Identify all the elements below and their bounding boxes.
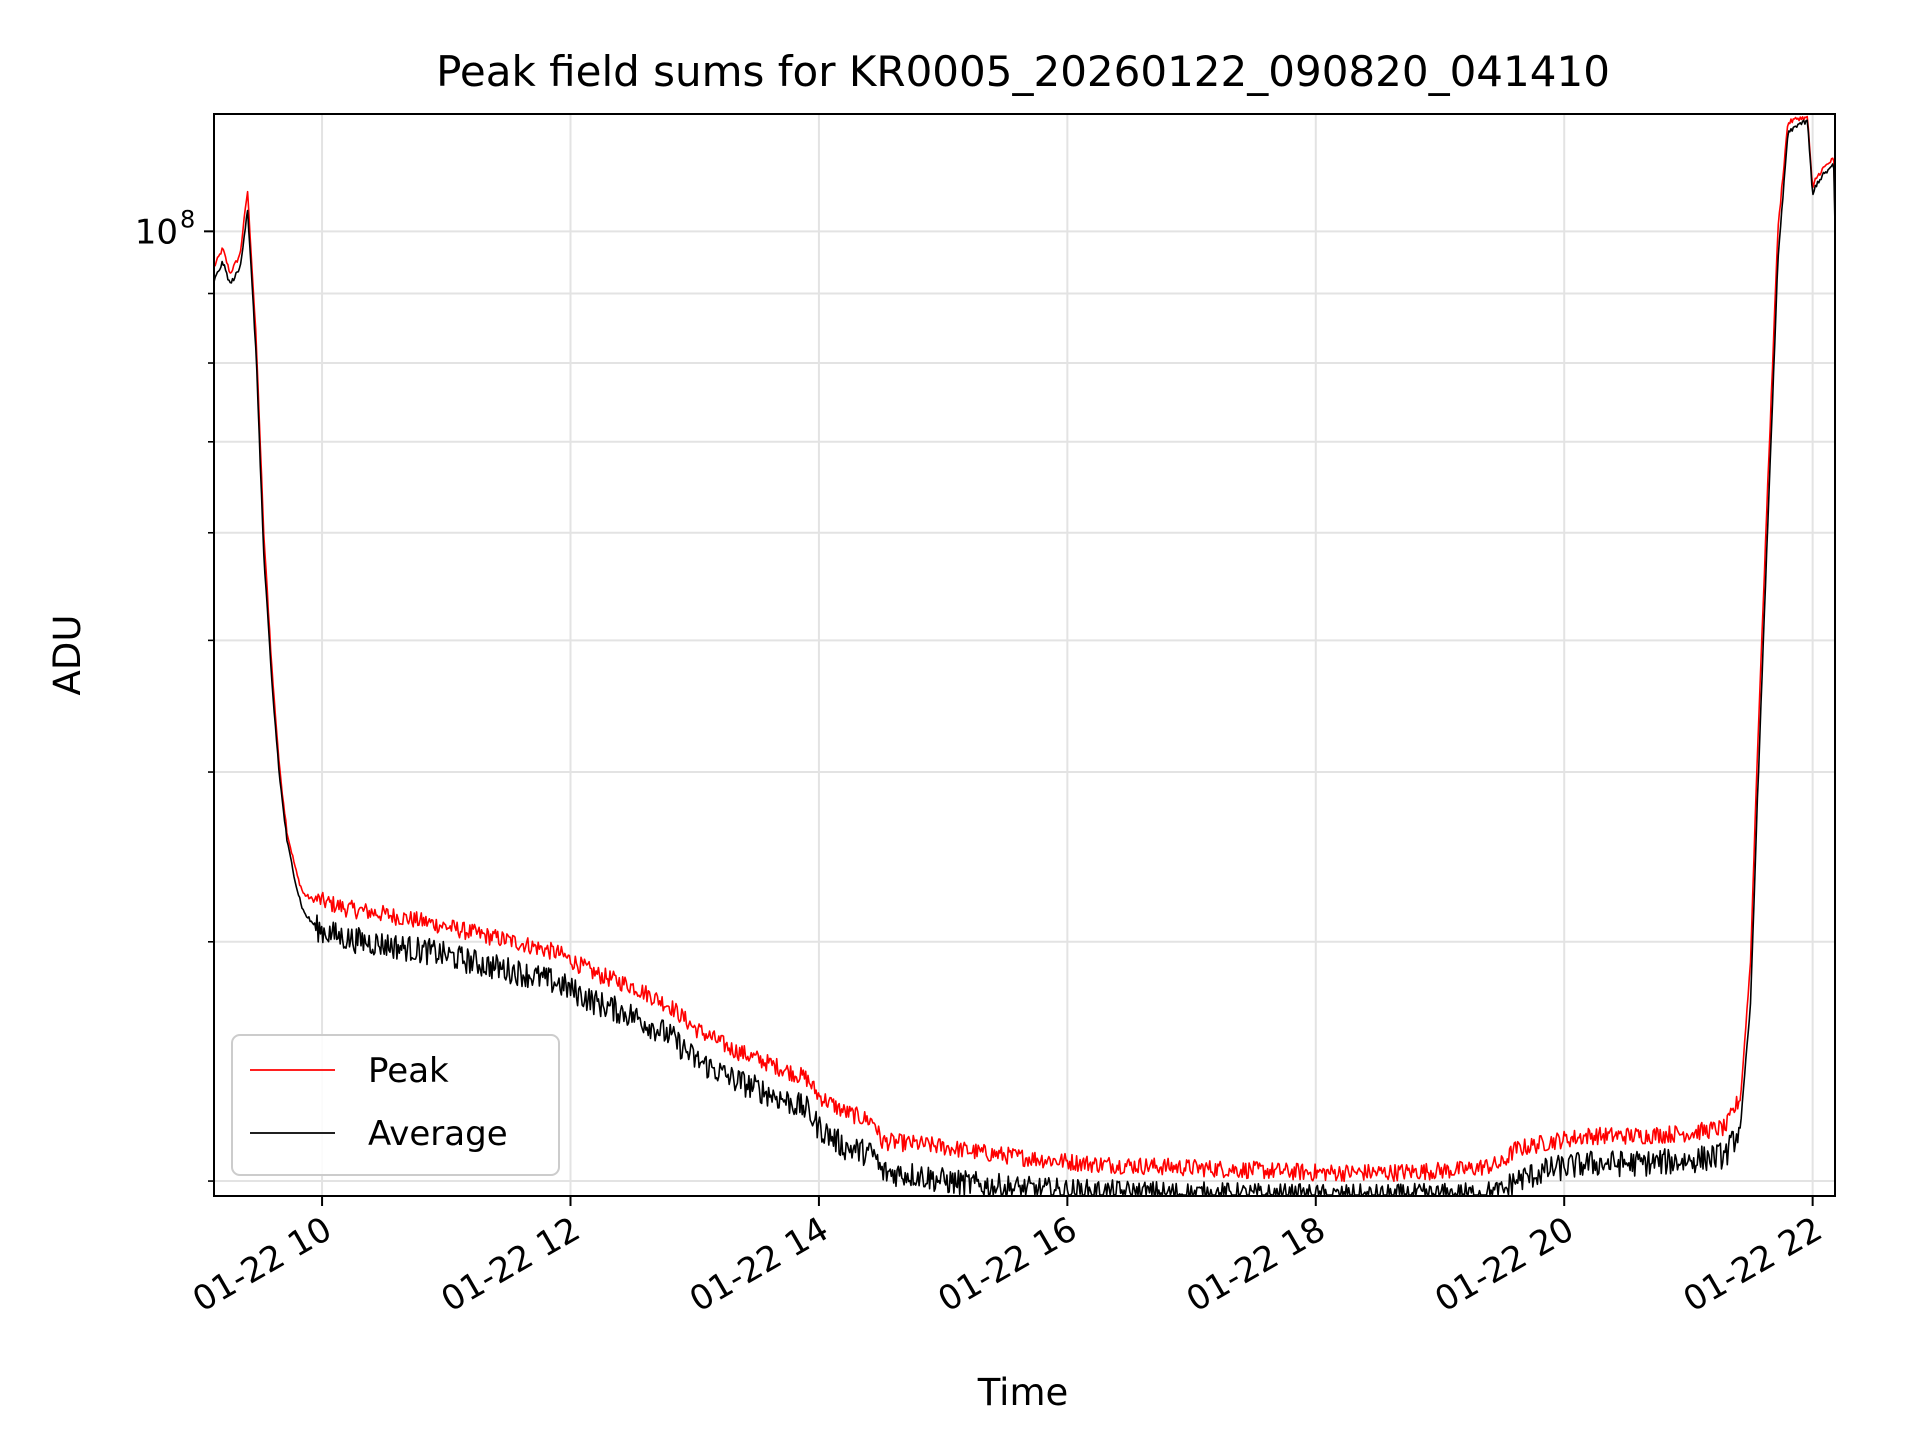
plot-area [214,114,1835,1196]
legend-label-peak: Peak [368,1051,449,1091]
grid [214,114,1835,1196]
y-tick-exponent: 8 [180,205,195,233]
legend-label-average: Average [368,1114,508,1154]
y-axis-label: ADU [46,615,89,696]
series-layer [213,115,1836,1196]
series-line-peak [213,115,1836,1183]
y-tick-base: 10 [135,212,178,252]
axes-frame [213,113,1836,1197]
y-tick-label: 10 [135,212,178,252]
legend: Peak Average [231,1034,560,1176]
x-axis-label: Time [977,1371,1069,1414]
chart-title: Peak field sums for KR0005_20260122_0908… [436,47,1610,96]
series-line-average [213,119,1836,1196]
